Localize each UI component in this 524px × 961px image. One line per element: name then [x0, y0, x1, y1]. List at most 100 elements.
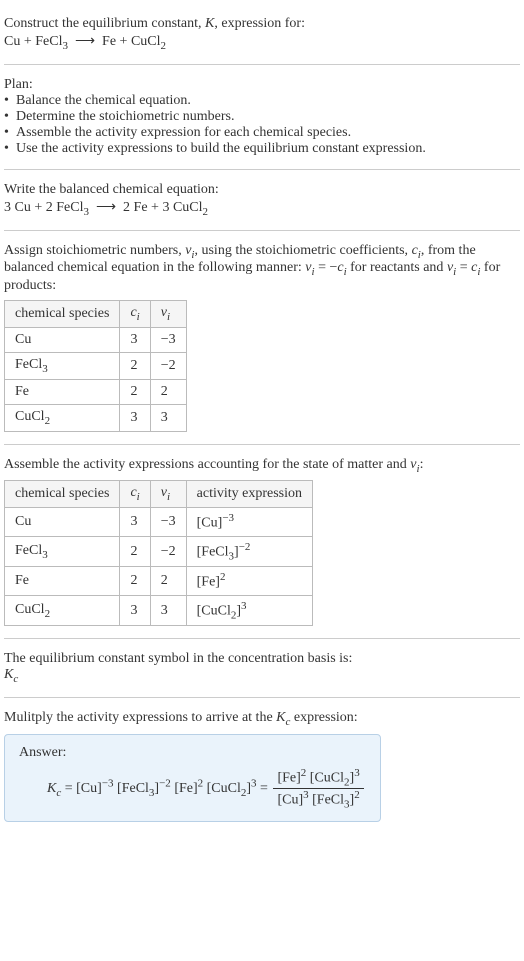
cell-species: FeCl3 — [5, 352, 120, 379]
kc-symbol: Kc — [4, 667, 520, 685]
balanced-section: Write the balanced chemical equation: 3 … — [4, 174, 520, 226]
cell-vi: −2 — [150, 536, 186, 566]
eq1b: = − — [315, 260, 338, 275]
cell-ci: 3 — [120, 595, 150, 625]
ci-h-sub: i — [137, 311, 140, 323]
table-row: FeCl32−2 — [5, 352, 187, 379]
arrow-icon: ⟶ — [96, 198, 116, 214]
ans-t1: [Cu] — [76, 781, 102, 796]
table-row: Cu3−3 — [5, 327, 187, 352]
num2: [CuCl — [306, 771, 344, 786]
stoich-t1: Assign stoichiometric numbers, — [4, 243, 185, 258]
col-ci: ci — [120, 481, 150, 508]
table-row: Fe22 — [5, 379, 187, 404]
cell-ci: 2 — [120, 536, 150, 566]
balanced-lhs-sub: 3 — [83, 206, 89, 218]
cell-activity: [CuCl2]3 — [186, 595, 312, 625]
vi-h-sub: i — [167, 491, 170, 503]
prompt-text-1: Construct the equilibrium constant, — [4, 16, 205, 31]
cell-vi: −2 — [150, 352, 186, 379]
bullet-icon: • — [4, 93, 16, 109]
stoich-t4: for reactants and — [347, 260, 447, 275]
ci-h-sub: i — [137, 491, 140, 503]
plan-bullet-text: Balance the chemical equation. — [16, 93, 191, 109]
divider — [4, 64, 520, 65]
divider — [4, 230, 520, 231]
col-activity: activity expression — [186, 481, 312, 508]
cell-ci: 3 — [120, 508, 150, 537]
divider — [4, 444, 520, 445]
arrow-icon: ⟶ — [75, 32, 95, 48]
answer-fraction: [Fe]2 [CuCl2]3[Cu]3 [FeCl3]2 — [273, 767, 363, 811]
answer-equation: Kc = [Cu]−3 [FeCl3]−2 [Fe]2 [CuCl2]3 = [… — [19, 767, 366, 811]
den2: [FeCl — [309, 793, 344, 808]
stoich-table: chemical species ci νi Cu3−3FeCl32−2Fe22… — [4, 300, 187, 431]
cell-ci: 2 — [120, 352, 150, 379]
cell-ci: 2 — [120, 567, 150, 596]
num1: [Fe] — [277, 771, 300, 786]
reactant-sub: 3 — [62, 40, 68, 52]
products: Fe + CuCl — [102, 34, 160, 49]
cell-vi: −3 — [150, 327, 186, 352]
problem-statement: Construct the equilibrium constant, K, e… — [4, 8, 520, 60]
prompt-line: Construct the equilibrium constant, K, e… — [4, 16, 520, 32]
mul-K: K — [276, 710, 285, 725]
col-ci: ci — [120, 301, 150, 328]
kc-symbol-text: The equilibrium constant symbol in the c… — [4, 651, 520, 667]
col-vi: νi — [150, 481, 186, 508]
ans-t2: [FeCl — [114, 781, 149, 796]
table-header-row: chemical species ci νi activity expressi… — [5, 481, 313, 508]
ans-eq: = — [61, 781, 76, 796]
col-vi: νi — [150, 301, 186, 328]
cell-species: Fe — [5, 379, 120, 404]
mul-t2: expression: — [290, 710, 357, 725]
cell-species: Cu — [5, 508, 120, 537]
cell-activity: [Fe]2 — [186, 567, 312, 596]
fraction-denominator: [Cu]3 [FeCl3]2 — [273, 789, 363, 810]
table-row: Cu3−3[Cu]−3 — [5, 508, 313, 537]
multiply-section: Mulitply the activity expressions to arr… — [4, 702, 520, 830]
balanced-rhs: 2 Fe + 3 CuCl — [123, 200, 202, 215]
divider — [4, 638, 520, 639]
cell-vi: 3 — [150, 595, 186, 625]
cell-species: CuCl2 — [5, 404, 120, 431]
table-row: FeCl32−2[FeCl3]−2 — [5, 536, 313, 566]
cell-vi: 3 — [150, 404, 186, 431]
cell-species: Fe — [5, 567, 120, 596]
divider — [4, 169, 520, 170]
cell-species: Cu — [5, 327, 120, 352]
answer-box: Answer: Kc = [Cu]−3 [FeCl3]−2 [Fe]2 [CuC… — [4, 734, 381, 822]
kc-sub: c — [13, 673, 18, 685]
plan-bullet-text: Assemble the activity expression for eac… — [16, 125, 351, 141]
num2-sup: 3 — [354, 767, 360, 779]
prompt-text-1b: , expression for: — [214, 16, 305, 31]
assemble-colon: : — [420, 457, 424, 472]
plan-bullet: •Balance the chemical equation. — [4, 93, 520, 109]
balanced-rhs-sub: 2 — [203, 206, 209, 218]
reactants: Cu + FeCl — [4, 34, 62, 49]
stoich-section: Assign stoichiometric numbers, νi , using… — [4, 235, 520, 440]
plan-bullet-text: Use the activity expressions to build th… — [16, 141, 426, 157]
kc-symbol-section: The equilibrium constant symbol in the c… — [4, 643, 520, 693]
col-species: chemical species — [5, 481, 120, 508]
bullet-icon: • — [4, 141, 16, 157]
ans-t3: [Fe] — [171, 781, 198, 796]
assemble-t1: Assemble the activity expressions accoun… — [4, 457, 410, 472]
plan-bullet: •Use the activity expressions to build t… — [4, 141, 520, 157]
activity-text: Assemble the activity expressions accoun… — [4, 457, 520, 475]
ans-t4: [CuCl — [203, 781, 241, 796]
plan-bullet-text: Determine the stoichiometric numbers. — [16, 109, 235, 125]
stoich-t2: , using the stoichiometric coefficients, — [194, 243, 411, 258]
plan-bullet: •Determine the stoichiometric numbers. — [4, 109, 520, 125]
bullet-icon: • — [4, 109, 16, 125]
cell-activity: [Cu]−3 — [186, 508, 312, 537]
multiply-text: Mulitply the activity expressions to arr… — [4, 710, 520, 728]
table-row: CuCl233[CuCl2]3 — [5, 595, 313, 625]
bullet-icon: • — [4, 125, 16, 141]
cell-vi: 2 — [150, 379, 186, 404]
fraction-numerator: [Fe]2 [CuCl2]3 — [273, 767, 363, 789]
plan-title: Plan: — [4, 77, 520, 93]
divider — [4, 697, 520, 698]
col-species: chemical species — [5, 301, 120, 328]
cell-ci: 3 — [120, 404, 150, 431]
